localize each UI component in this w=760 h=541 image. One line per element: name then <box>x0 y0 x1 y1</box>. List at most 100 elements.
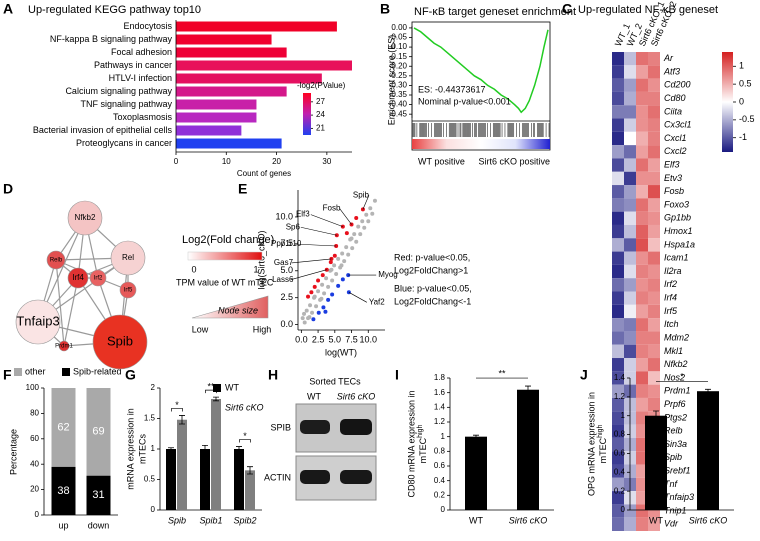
x-tick-label: 30 <box>322 157 331 166</box>
heatmap-cell <box>612 238 624 252</box>
bar <box>176 86 287 97</box>
network-edge <box>63 277 79 347</box>
point <box>306 294 311 299</box>
heatmap-cell <box>648 185 660 199</box>
heatmap-cell <box>624 118 636 132</box>
x-tick-label: 0 <box>174 157 179 166</box>
heatmap-cell <box>636 171 648 186</box>
heatmap-cell <box>612 185 624 199</box>
blot-row-label: ACTIN <box>264 472 291 482</box>
x-tick-label: Sirt6 cKO <box>689 515 728 525</box>
bar <box>166 449 176 510</box>
colorbar-tick-label: 24 <box>316 110 325 119</box>
x-tick-label: 10.0 <box>360 334 378 344</box>
y-tick-label: 40 <box>30 459 39 468</box>
y-tick-label: 0.8 <box>434 446 446 455</box>
row-label: Icam1 <box>664 253 689 263</box>
error-bar <box>653 410 659 421</box>
significance: * <box>243 431 247 441</box>
row-label: Atf3 <box>663 66 680 76</box>
error-bar <box>473 434 479 439</box>
heatmap-cell <box>612 65 624 79</box>
row-label: Nfkb2 <box>664 359 688 369</box>
y-tick-label: 0.0 <box>280 319 293 329</box>
heatmap-cell <box>648 118 660 132</box>
y-tick-label: -0.10 <box>389 42 408 51</box>
heatmap-cell <box>612 131 624 146</box>
x-axis-label: log(WT) <box>325 347 357 357</box>
point <box>372 198 377 203</box>
point <box>310 310 315 315</box>
row-label: Cd200 <box>664 80 691 90</box>
heatmap-cell <box>648 278 660 292</box>
row-label: Etv3 <box>664 173 682 183</box>
heatmap-cell <box>636 118 648 132</box>
panel-label: G <box>125 367 136 383</box>
size-legend-label: Node size <box>218 305 258 315</box>
row-label: Cxcl2 <box>664 146 687 156</box>
point-label: Sp6 <box>286 222 301 231</box>
heatmap-cell <box>648 238 660 252</box>
legend-title: Log2(Fold change) <box>182 234 274 246</box>
node-label: Nfkb2 <box>75 213 96 222</box>
heatmap-cell <box>636 331 648 345</box>
colorbar-tick-label: 0.5 <box>739 79 752 89</box>
point <box>364 212 369 217</box>
y-tick-label: 0.8 <box>614 430 626 439</box>
heatmap-cell <box>636 211 648 225</box>
panel-label: F <box>3 367 12 383</box>
point <box>329 267 334 272</box>
network-node <box>46 250 66 270</box>
legend-swatch <box>62 368 70 376</box>
heatmap-cell <box>624 211 636 225</box>
heatmap-cell <box>648 65 660 79</box>
point <box>330 278 335 283</box>
point <box>304 308 309 313</box>
blot-title: Sorted TECs <box>309 376 361 386</box>
error-bar <box>525 385 531 394</box>
point-label: Myog <box>378 270 398 279</box>
bar <box>234 449 244 510</box>
heatmap-cell <box>612 304 624 319</box>
point <box>316 278 321 283</box>
node-label: Irf5 <box>124 288 133 294</box>
network-node <box>110 240 146 276</box>
annotation: Nominal p-value<0.001 <box>418 96 511 106</box>
heatmap-cell <box>612 331 624 345</box>
bar <box>465 436 487 510</box>
leader-line <box>300 226 337 236</box>
bar <box>176 60 352 71</box>
point <box>370 211 375 216</box>
blot-band <box>340 419 372 435</box>
error-bar <box>236 446 242 452</box>
heatmap-cell <box>648 251 660 265</box>
y-tick-label: 60 <box>30 434 39 443</box>
bottom-label: WT positive <box>418 156 465 166</box>
row-label: Prdm1 <box>664 386 691 396</box>
heatmap-cell <box>648 344 660 359</box>
heatmap-cell <box>612 477 624 492</box>
y-tick-label: 1.4 <box>434 402 446 411</box>
heatmap-cell <box>624 131 636 146</box>
y-axis-label: mRNA expression in <box>125 408 135 490</box>
heatmap-cell <box>612 278 624 292</box>
row-label: Mdm2 <box>664 332 689 342</box>
legend-swatch <box>213 384 221 392</box>
leader-line <box>339 208 352 225</box>
row-label: Ar <box>663 53 674 63</box>
heatmap-cell <box>624 65 636 79</box>
y-tick-label: 0.2 <box>614 486 626 495</box>
row-label: Cd80 <box>664 93 686 103</box>
heatmap-cell <box>636 131 648 146</box>
row-label: Tnfaip3 <box>664 492 694 502</box>
y-tick-label: -0.30 <box>389 81 408 90</box>
network-node <box>67 267 89 289</box>
heatmap-cell <box>612 118 624 132</box>
heatmap-cell <box>648 224 660 239</box>
significance: ** <box>498 368 506 378</box>
value-label: 62 <box>57 421 69 433</box>
point <box>344 231 349 236</box>
heatmap-cell <box>624 105 636 119</box>
y-tick-label: 0 <box>151 505 156 514</box>
